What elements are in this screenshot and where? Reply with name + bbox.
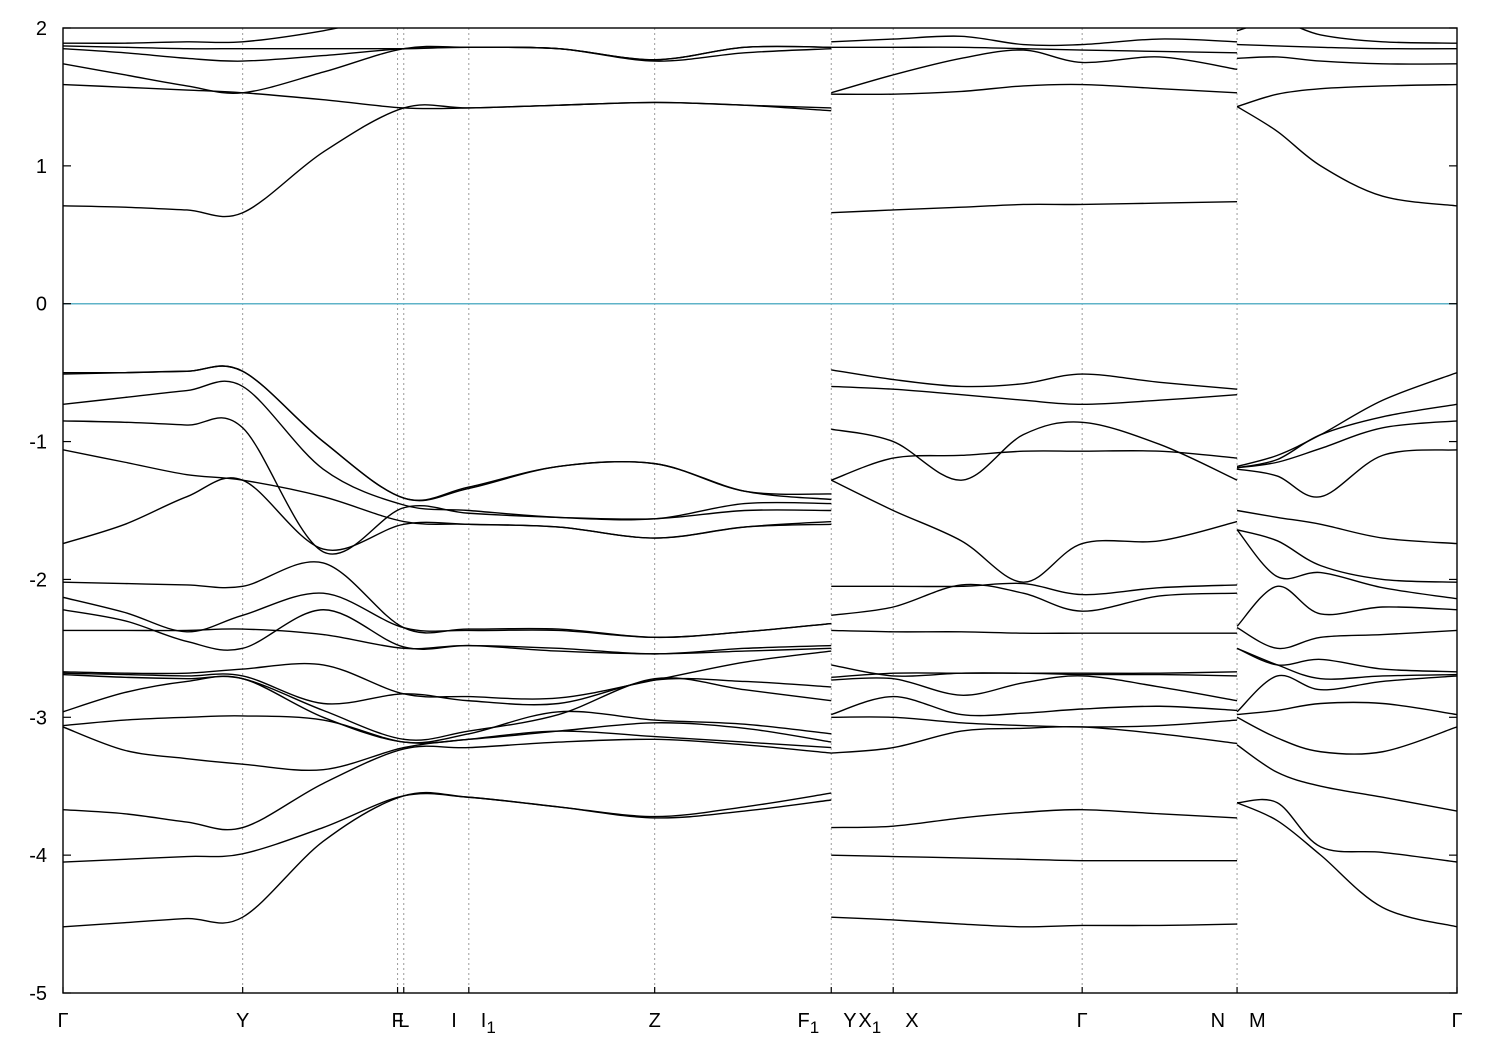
band-seg2-16: [1236, 371, 1457, 468]
band-seg0-1: [63, 792, 832, 863]
y-tick-label: -2: [29, 569, 47, 591]
x-tick-label-10: X: [905, 1010, 918, 1032]
band-seg1-8: [831, 664, 1238, 677]
band-seg1-11: [831, 582, 1238, 596]
x-tick-label-9: X1: [858, 1010, 881, 1037]
y-tick-label: -5: [29, 983, 47, 1005]
band-seg1-5: [831, 695, 1238, 717]
band-seg1-1: [831, 854, 1238, 862]
y-tick-label: 1: [36, 156, 47, 178]
x-axis: Γ Y FL I I1 Z F1 Y X1 X Γ N M Γ: [57, 987, 1463, 1037]
band-seg0-19: [63, 101, 832, 218]
band-seg1-16: [831, 369, 1238, 390]
x-tick-label-4: I: [451, 1010, 457, 1032]
x-tick-label-6: Z: [649, 1010, 661, 1032]
x-tick-label-1: Y: [236, 1010, 249, 1032]
band-seg2-13: [1236, 449, 1457, 498]
x-tick-label-7: F1: [798, 1010, 820, 1037]
band-seg0-6: [63, 673, 832, 741]
band-seg2-10: [1236, 529, 1457, 600]
band-seg1-9: [831, 629, 1238, 634]
band-seg1-20: [831, 46, 1238, 54]
x-tick-label-13: M: [1249, 1010, 1266, 1032]
band-seg2-6: [1236, 647, 1457, 680]
band-seg1-12: [830, 479, 1238, 583]
band-seg0-7: [63, 672, 832, 706]
band-seg2-21: [1236, 28, 1457, 44]
x-tick-label-2: F: [391, 1010, 403, 1032]
band-seg2-11: [1236, 529, 1457, 583]
band-seg2-4: [1236, 701, 1457, 716]
band-seg2-18: [1236, 83, 1457, 108]
band-seg2-1: [1237, 798, 1457, 863]
band-seg1-2: [831, 808, 1238, 829]
y-axis: -5 -4 -3 -2 -1 0 1 2: [29, 18, 1457, 1005]
band-seg1-21: [831, 35, 1238, 47]
x-tick-label-12: N: [1211, 1010, 1225, 1032]
band-seg0-21: [63, 45, 832, 94]
band-seg1-0: [831, 916, 1238, 928]
band-seg0-23: [63, 45, 832, 61]
band-seg0-3: [63, 726, 832, 772]
band-seg2-17: [1236, 105, 1457, 207]
band-seg0-20: [63, 83, 832, 110]
band-seg0-8: [63, 650, 832, 700]
band-seg1-4: [831, 716, 1238, 728]
band-seg1-10: [831, 583, 1238, 616]
band-seg2-9: [1236, 585, 1457, 627]
band-seg1-14: [831, 421, 1238, 481]
y-tick-label: -1: [29, 432, 47, 454]
bands: [63, 28, 1457, 928]
band-seg1-18: [831, 83, 1238, 96]
band-seg0-14: [63, 449, 832, 539]
band-seg0-15: [63, 417, 832, 555]
band-seg0-10: [63, 609, 832, 655]
band-seg0-24: [63, 28, 341, 44]
band-seg0-18: [63, 365, 832, 502]
band-seg2-19: [1237, 56, 1457, 65]
y-tick-label: 0: [36, 294, 47, 316]
band-seg2-0: [1236, 802, 1457, 928]
band-seg2-14: [1236, 420, 1457, 469]
x-tick-label-11: Γ: [1077, 1010, 1088, 1032]
band-seg1-13: [831, 450, 1238, 481]
band-seg2-8: [1236, 627, 1457, 650]
x-tick-label-0: Γ: [57, 1010, 68, 1032]
band-seg2-20: [1237, 43, 1457, 50]
y-tick-label: 2: [36, 18, 47, 40]
band-seg1-6: [831, 675, 1238, 702]
band-seg2-7: [1236, 647, 1457, 673]
x-tick-label-5: I1: [481, 1010, 496, 1037]
band-seg1-19: [831, 49, 1238, 94]
band-seg0-17: [63, 365, 832, 502]
band-seg2-5: [1236, 674, 1457, 713]
x-tick-label-8: Y: [843, 1010, 856, 1032]
band-seg1-15: [831, 385, 1238, 406]
plot-frame: [62, 27, 1458, 994]
band-seg0-13: [63, 477, 832, 552]
band-seg2-2: [1236, 744, 1457, 812]
band-seg0-12: [63, 561, 832, 639]
x-tick-label-14: Γ: [1451, 1010, 1462, 1032]
band-seg0-0: [63, 791, 832, 928]
band-seg0-5: [63, 675, 832, 744]
band-seg0-16: [63, 380, 832, 521]
band-seg2-3: [1236, 716, 1457, 755]
kpoint-gridlines: [242, 28, 1238, 993]
y-tick-label: -3: [29, 707, 47, 729]
band-seg0-2: [63, 738, 832, 831]
y-tick-label: -4: [29, 845, 47, 867]
x-tick-label-3: L: [398, 1010, 409, 1032]
band-seg2-12: [1236, 509, 1457, 545]
band-seg1-3: [831, 725, 1238, 754]
band-seg1-17: [831, 201, 1238, 214]
